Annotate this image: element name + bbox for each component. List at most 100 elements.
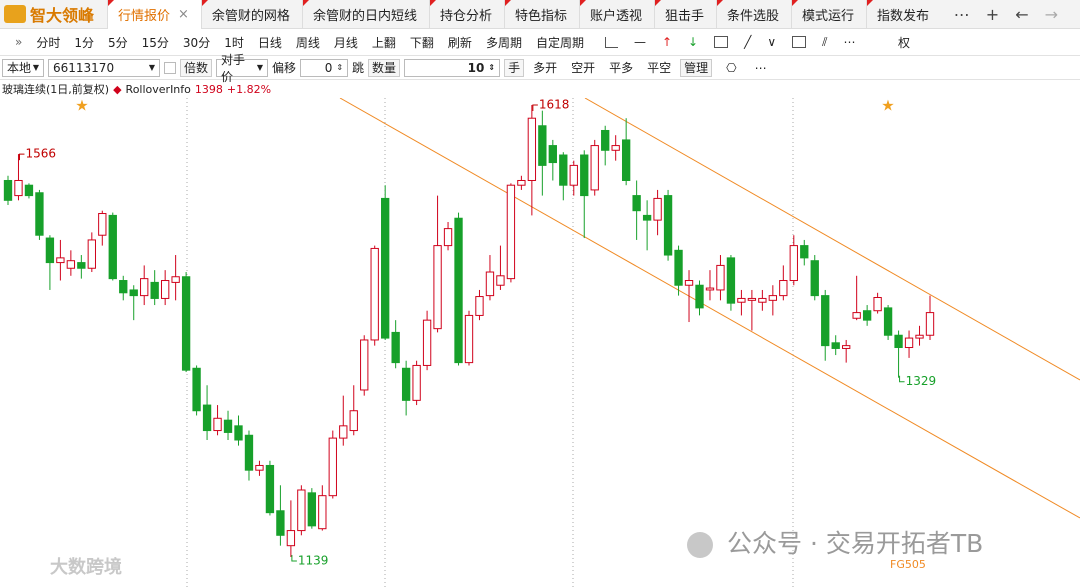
settings-icon[interactable]: ⎔ bbox=[726, 60, 737, 75]
period-button[interactable]: 分时 bbox=[36, 35, 61, 50]
price-type-select[interactable]: 对手价 ▼ bbox=[216, 53, 269, 84]
tab[interactable]: 行情报价 bbox=[107, 0, 201, 29]
logo-text: 智大领峰 bbox=[30, 6, 95, 25]
draw-tools[interactable]: — ↑ ↓ ╱ ∨ ⫽ ⋯ bbox=[597, 35, 864, 50]
candle-body bbox=[297, 489, 306, 532]
candle-body bbox=[496, 275, 505, 286]
logo: 智大领峰 bbox=[0, 0, 107, 29]
candle-body bbox=[747, 297, 757, 301]
period-button[interactable]: 月线 bbox=[333, 35, 358, 50]
period-button[interactable]: 1分 bbox=[74, 35, 94, 50]
candle-body bbox=[821, 295, 830, 347]
period-button[interactable]: 刷新 bbox=[447, 35, 472, 50]
order-action[interactable]: 管理 bbox=[680, 58, 713, 77]
period-button[interactable]: 15分 bbox=[141, 35, 169, 50]
candle-body bbox=[621, 139, 631, 181]
tab[interactable]: 模式运行 bbox=[791, 0, 866, 29]
candle-body bbox=[360, 339, 369, 391]
candle-body bbox=[286, 530, 296, 547]
period-button[interactable]: 周线 bbox=[295, 35, 320, 50]
checkbox[interactable] bbox=[164, 61, 176, 74]
candle-body bbox=[77, 262, 86, 269]
period-button[interactable]: 1时 bbox=[224, 35, 244, 50]
tab[interactable]: 条件选股 bbox=[716, 0, 791, 29]
extreme-marker bbox=[532, 104, 538, 111]
candle-body bbox=[601, 129, 610, 151]
candle-body bbox=[443, 228, 453, 247]
period-button[interactable]: 上翻 bbox=[371, 35, 396, 50]
account: 本地 bbox=[7, 61, 32, 75]
candle-body bbox=[14, 179, 23, 197]
tab[interactable]: 账户透视 bbox=[578, 0, 654, 29]
candle-body bbox=[663, 195, 673, 256]
candle-body bbox=[401, 367, 411, 401]
candle-body bbox=[370, 247, 379, 341]
chart-info: 玻璃连续(1日,前复权) ◆ RolloverInfo 1398 +1.82% bbox=[2, 82, 272, 97]
candle-body bbox=[862, 310, 872, 321]
period-button[interactable]: 下翻 bbox=[409, 35, 434, 50]
expand[interactable]: » bbox=[15, 35, 23, 49]
extreme-marker bbox=[291, 555, 297, 562]
order-action[interactable]: 多开 bbox=[533, 60, 558, 75]
unit[interactable]: 手 bbox=[504, 58, 525, 77]
period-button[interactable]: 30分 bbox=[182, 35, 211, 50]
candle-body bbox=[422, 319, 432, 366]
candle-body bbox=[464, 314, 474, 364]
candle-body bbox=[234, 425, 243, 441]
period-bar: » 分时 1分 5分 15分 30分 1时 日线 周线 月线 上翻 下翻 刷新 多周期 自定周期 — ↑ ↓ ╱… bbox=[0, 29, 1080, 56]
tab[interactable]: 持仓分析 bbox=[428, 0, 504, 29]
candle-body bbox=[653, 197, 662, 221]
indicator: RolloverInfo bbox=[125, 82, 191, 96]
candle-body bbox=[548, 145, 557, 164]
candle-body bbox=[527, 117, 537, 181]
candle-body bbox=[391, 331, 400, 364]
candle-body bbox=[171, 276, 180, 283]
candle-body bbox=[276, 510, 285, 536]
qty-label[interactable]: 数量 bbox=[368, 58, 401, 77]
offset-input[interactable]: 0 ⇕ bbox=[300, 58, 349, 77]
period-button[interactable]: 5分 bbox=[108, 35, 128, 50]
tab[interactable]: 指数发布 bbox=[866, 0, 941, 29]
candle-body bbox=[590, 145, 599, 191]
multiple-button[interactable]: 倍数 bbox=[180, 58, 213, 77]
tab[interactable]: 特色指标 bbox=[503, 0, 579, 29]
period-button[interactable]: 自定周期 bbox=[535, 35, 584, 50]
order-actions: 多开 空开 平多 平空 管理 bbox=[528, 58, 713, 77]
corner-watermark: 大数跨境 bbox=[50, 556, 122, 578]
star: ★ bbox=[881, 98, 894, 115]
order-action[interactable]: 平多 bbox=[609, 60, 634, 75]
period-button[interactable]: 日线 bbox=[257, 35, 282, 50]
candle-body bbox=[339, 425, 348, 439]
tab[interactable]: 狙击手 bbox=[654, 0, 716, 29]
candle-body bbox=[915, 334, 924, 339]
candle-body bbox=[842, 345, 851, 349]
candle-body bbox=[800, 245, 809, 259]
right-tool[interactable]: 权 bbox=[897, 35, 910, 50]
candle-body bbox=[873, 297, 882, 312]
candle-body bbox=[883, 307, 893, 336]
candle-body bbox=[569, 164, 578, 186]
offset: 0 bbox=[324, 60, 333, 75]
candle-body bbox=[412, 364, 421, 401]
price-type: 对手价 bbox=[221, 52, 246, 84]
tab[interactable]: 余管财的日内短线 bbox=[301, 0, 429, 29]
extreme-marker bbox=[899, 375, 905, 383]
period-dividers bbox=[186, 98, 794, 588]
order-action[interactable]: 空开 bbox=[571, 60, 596, 75]
order-action[interactable]: 平空 bbox=[647, 60, 672, 75]
tab[interactable]: 余管财的网格 bbox=[200, 0, 302, 29]
more-icon[interactable]: ⋯ bbox=[754, 60, 767, 75]
candle-body bbox=[925, 312, 935, 336]
channel-lines bbox=[339, 98, 1080, 519]
code-select[interactable]: 66113170 ▼ bbox=[48, 58, 160, 77]
candle-body bbox=[181, 276, 191, 371]
qty-input[interactable]: 10 ⇕ bbox=[404, 58, 501, 77]
candle-body bbox=[611, 145, 620, 151]
window-icons[interactable]: ⋯ + ← → bbox=[953, 4, 1058, 24]
candle-body bbox=[318, 495, 327, 530]
period-button[interactable]: 多周期 bbox=[485, 35, 522, 50]
candle-body bbox=[852, 312, 861, 319]
candle-body bbox=[475, 296, 484, 316]
account-select[interactable]: 本地 ▼ bbox=[2, 58, 44, 77]
candle-body bbox=[150, 281, 159, 299]
